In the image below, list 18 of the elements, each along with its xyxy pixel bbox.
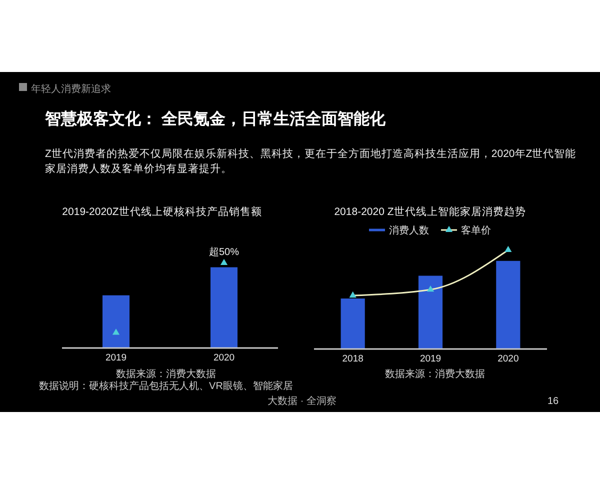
legend-label: 消费人数 bbox=[389, 224, 429, 236]
x-tick-label: 2018 bbox=[342, 354, 364, 365]
x-tick-label: 2019 bbox=[420, 354, 442, 365]
source-note: 数据来源：消费大数据 bbox=[116, 368, 216, 380]
text: 大数据 · 全洞察 bbox=[268, 395, 336, 407]
text: Z世代消费者的热爱不仅局限在娱乐新科技、黑科技，更在于全方面地打造高科技生活应用，2020年Z世代智能家居消费人数及客单价均有显著提升。 bbox=[45, 147, 576, 175]
text: 16 bbox=[547, 396, 559, 407]
legend-label: 客单价 bbox=[461, 224, 491, 236]
text: 智慧极客文化： 全民氪金，日常生活全面智能化 bbox=[44, 109, 386, 128]
chart-title: 2019-2020Z世代线上硬核科技产品销售额 bbox=[62, 205, 262, 218]
x-tick-label: 2020 bbox=[498, 354, 519, 365]
source-note: 数据来源：消费大数据 bbox=[385, 368, 485, 380]
x-tick-label: 2020 bbox=[213, 352, 235, 364]
x-tick-label: 2019 bbox=[105, 352, 127, 364]
text: 数据说明：硬核科技产品包括无人机、VR眼镜、智能家居 bbox=[39, 380, 293, 392]
text: 年轻人消费新追求 bbox=[31, 83, 111, 95]
annotation: 超50% bbox=[208, 246, 240, 258]
chart-title: 2018-2020 Z世代线上智能家居消费趋势 bbox=[334, 205, 526, 218]
